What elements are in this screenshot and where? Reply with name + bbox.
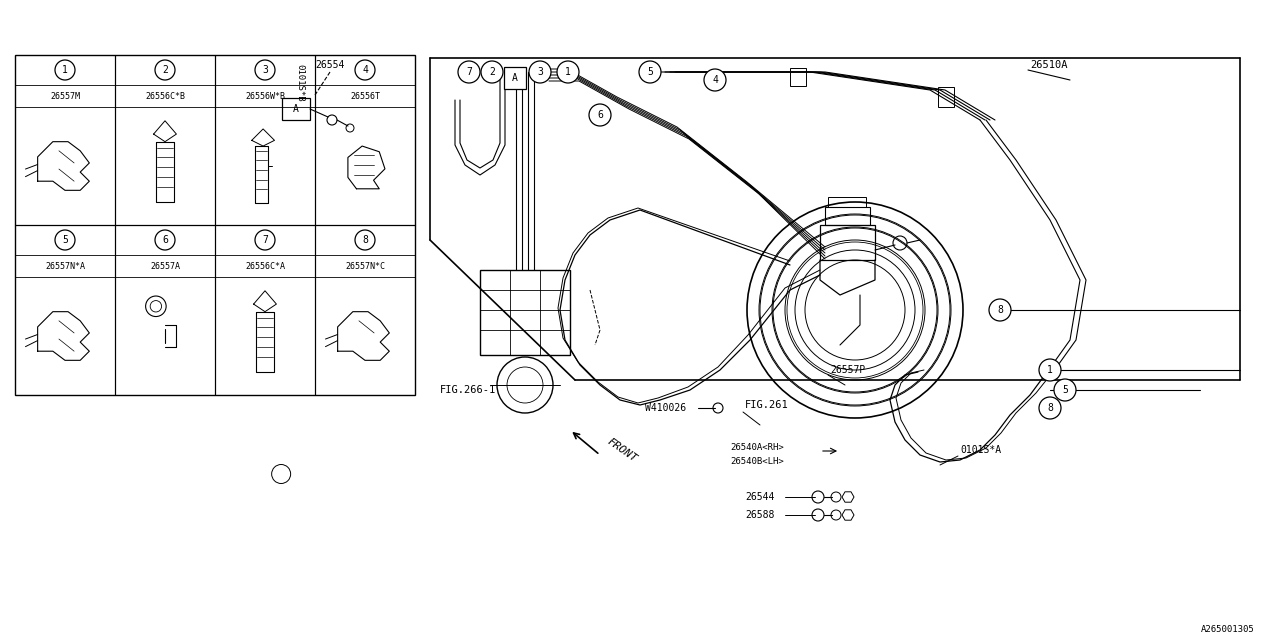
Circle shape bbox=[255, 230, 275, 250]
Text: 26557A: 26557A bbox=[150, 262, 180, 271]
Text: 6: 6 bbox=[163, 235, 168, 245]
Text: 26557N*C: 26557N*C bbox=[346, 262, 385, 271]
Text: W410026: W410026 bbox=[645, 403, 686, 413]
Text: 7: 7 bbox=[466, 67, 472, 77]
Text: 26554: 26554 bbox=[315, 60, 344, 70]
Circle shape bbox=[557, 61, 579, 83]
Text: 8: 8 bbox=[362, 235, 367, 245]
Circle shape bbox=[355, 60, 375, 80]
Text: 5: 5 bbox=[61, 235, 68, 245]
Text: 0101S*B: 0101S*B bbox=[294, 64, 305, 102]
Circle shape bbox=[481, 61, 503, 83]
Bar bbox=[282, 98, 310, 120]
Text: 5: 5 bbox=[1062, 385, 1068, 395]
Bar bbox=[828, 197, 867, 207]
Bar bbox=[826, 207, 870, 225]
Text: 26556W*B: 26556W*B bbox=[244, 92, 285, 100]
Circle shape bbox=[589, 104, 611, 126]
Circle shape bbox=[1039, 359, 1061, 381]
Circle shape bbox=[155, 230, 175, 250]
Text: FRONT: FRONT bbox=[605, 436, 639, 464]
Text: 3: 3 bbox=[538, 67, 543, 77]
Text: 1: 1 bbox=[61, 65, 68, 75]
Circle shape bbox=[1039, 397, 1061, 419]
Text: 26556C*B: 26556C*B bbox=[145, 92, 186, 100]
Text: A265001305: A265001305 bbox=[1201, 625, 1254, 634]
Text: 2: 2 bbox=[163, 65, 168, 75]
Circle shape bbox=[55, 60, 76, 80]
Text: FIG.261: FIG.261 bbox=[745, 400, 788, 410]
Text: 7: 7 bbox=[262, 235, 268, 245]
Circle shape bbox=[458, 61, 480, 83]
Circle shape bbox=[704, 69, 726, 91]
Text: 1: 1 bbox=[564, 67, 571, 77]
Text: A: A bbox=[293, 104, 300, 114]
Text: 5: 5 bbox=[648, 67, 653, 77]
Text: 26556C*A: 26556C*A bbox=[244, 262, 285, 271]
Circle shape bbox=[355, 230, 375, 250]
Text: 0101S*A: 0101S*A bbox=[960, 445, 1001, 455]
Text: 4: 4 bbox=[712, 75, 718, 85]
Text: 4: 4 bbox=[362, 65, 367, 75]
Circle shape bbox=[639, 61, 660, 83]
Bar bbox=[820, 225, 876, 260]
Circle shape bbox=[529, 61, 550, 83]
Text: 26557N*A: 26557N*A bbox=[45, 262, 84, 271]
Text: 26557P: 26557P bbox=[829, 365, 865, 375]
Text: 26544: 26544 bbox=[745, 492, 774, 502]
Bar bbox=[15, 55, 415, 395]
Circle shape bbox=[989, 299, 1011, 321]
Text: 2: 2 bbox=[489, 67, 495, 77]
Circle shape bbox=[255, 60, 275, 80]
Bar bbox=[504, 67, 526, 89]
Text: A: A bbox=[512, 73, 518, 83]
Circle shape bbox=[155, 60, 175, 80]
Circle shape bbox=[55, 230, 76, 250]
Circle shape bbox=[1053, 379, 1076, 401]
Bar bbox=[480, 270, 570, 355]
Text: 26540B<LH>: 26540B<LH> bbox=[730, 458, 783, 467]
Text: 26588: 26588 bbox=[745, 510, 774, 520]
Text: 26556T: 26556T bbox=[349, 92, 380, 100]
Text: 8: 8 bbox=[997, 305, 1004, 315]
Text: 1: 1 bbox=[1047, 365, 1053, 375]
Text: 26510A: 26510A bbox=[1030, 60, 1068, 70]
Bar bbox=[938, 87, 954, 107]
Text: 6: 6 bbox=[596, 110, 603, 120]
Text: FIG.266-1: FIG.266-1 bbox=[440, 385, 497, 395]
Text: 3: 3 bbox=[262, 65, 268, 75]
Bar bbox=[790, 68, 806, 86]
Text: 26557M: 26557M bbox=[50, 92, 81, 100]
Text: 8: 8 bbox=[1047, 403, 1053, 413]
Text: 26540A<RH>: 26540A<RH> bbox=[730, 442, 783, 451]
